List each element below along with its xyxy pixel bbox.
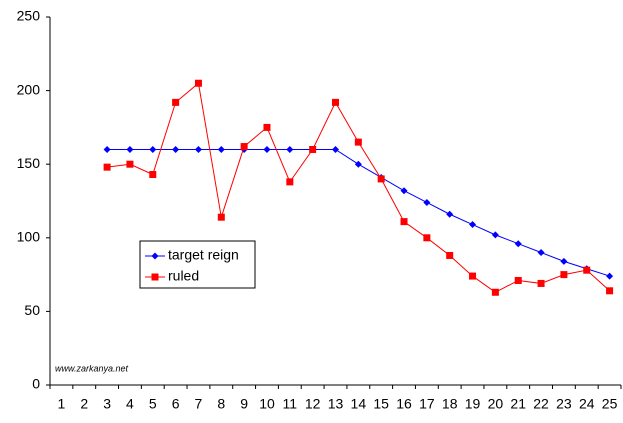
marker [172,98,180,106]
x-tick-label: 17 [419,396,435,412]
marker [263,145,271,153]
marker [126,145,134,153]
x-tick-label: 2 [80,396,88,412]
x-tick-label: 7 [195,396,203,412]
marker [537,279,545,287]
marker [126,160,134,168]
y-tick-label: 150 [17,155,41,171]
x-tick-label: 10 [259,396,275,412]
x-tick-label: 6 [172,396,180,412]
marker [354,138,362,146]
marker [172,145,180,153]
marker [606,287,614,295]
marker [423,234,431,242]
x-tick-label: 3 [103,396,111,412]
legend-label: target reign [168,247,239,263]
legend-box [139,240,256,289]
x-tick-label: 12 [305,396,321,412]
x-tick-label: 25 [602,396,618,412]
marker [332,145,339,153]
x-tick-label: 5 [149,396,157,412]
x-tick-label: 24 [579,396,595,412]
watermark: www.zarkanya.net [55,363,129,373]
marker [469,221,477,229]
x-tick-label: 14 [351,396,367,412]
marker [560,257,568,265]
marker [240,143,248,151]
marker [400,218,408,226]
x-tick-label: 11 [283,396,298,412]
marker [194,145,202,153]
marker [354,160,362,168]
marker [514,240,522,248]
x-tick-label: 16 [396,396,412,412]
marker [537,249,545,257]
marker [446,251,454,259]
x-tick-label: 19 [465,396,481,412]
x-tick-label: 23 [556,396,572,412]
x-tick-label: 13 [328,396,344,412]
marker [606,272,614,280]
marker [103,145,111,153]
marker [423,198,431,206]
marker [217,213,225,221]
marker [149,171,157,179]
marker [491,288,499,296]
legend-label: ruled [168,268,199,284]
y-tick-label: 100 [17,229,41,245]
x-tick-label: 4 [126,396,134,412]
marker [217,145,225,153]
marker [377,175,385,183]
marker [400,187,408,195]
marker [263,123,271,131]
x-tick-label: 15 [373,396,389,412]
marker [286,178,294,186]
x-tick-label: 20 [488,396,504,412]
marker [583,266,591,274]
x-tick-label: 1 [58,396,66,412]
marker [149,145,157,153]
x-tick-label: 9 [240,396,248,412]
x-tick-label: 18 [442,396,458,412]
marker [309,145,317,153]
y-tick-label: 50 [24,302,40,318]
marker [560,271,568,279]
marker [194,79,202,87]
x-tick-label: 8 [217,396,225,412]
x-tick-label: 22 [533,396,549,412]
y-tick-label: 250 [17,8,41,24]
marker [514,276,522,284]
marker [151,252,159,260]
x-tick-label: 21 [510,396,526,412]
marker [103,163,111,171]
marker [491,231,499,239]
y-tick-label: 0 [32,376,40,392]
marker [332,98,339,106]
marker [151,273,159,281]
marker [469,272,477,280]
marker [446,210,454,218]
y-tick-label: 200 [17,81,41,97]
marker [286,145,294,153]
